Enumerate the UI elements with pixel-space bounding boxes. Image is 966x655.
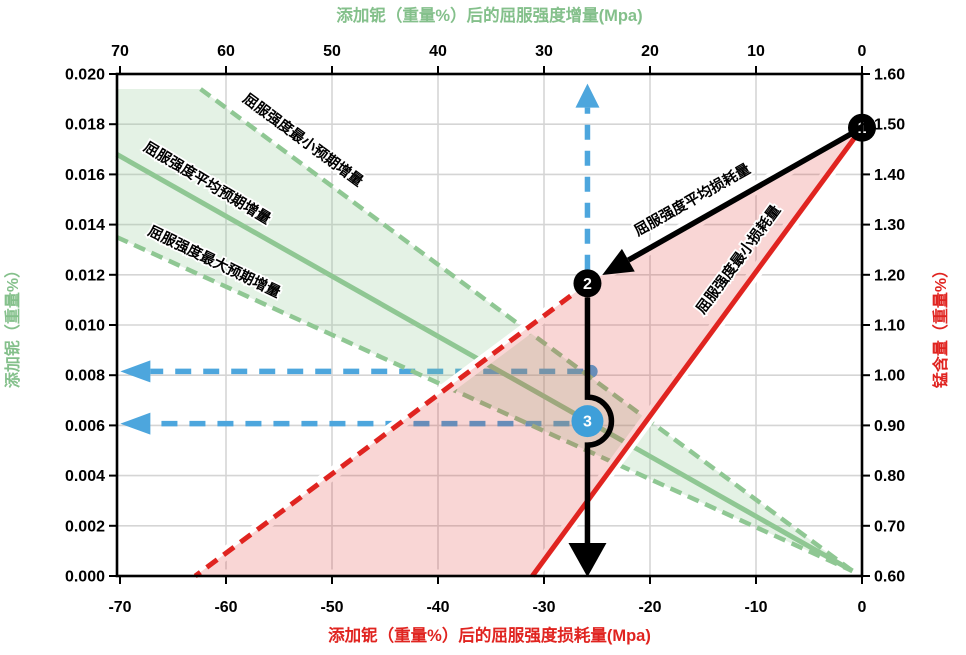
left-tick-label: 0.006 (65, 418, 105, 435)
left-tick-label: 0.004 (65, 468, 105, 485)
band-loss-band (195, 127, 862, 577)
arrowhead-icon (602, 248, 635, 275)
bottom-tick-label: -50 (320, 599, 343, 616)
arrow-1-to-2 (626, 125, 864, 263)
bottom-tick-label: 0 (858, 599, 867, 616)
right-tick-label: 1.30 (874, 217, 905, 234)
right-tick-label: 1.00 (874, 368, 905, 385)
bottom-tick-label: -20 (638, 599, 661, 616)
bottom-tick-label: -60 (214, 599, 237, 616)
top-tick-label: 0 (858, 43, 867, 60)
right-tick-label: 1.60 (874, 67, 905, 84)
left-axis-title: 添加铌（重量%） (3, 262, 22, 388)
series-max-expected-gain (115, 235, 854, 574)
left-arrowhead-icon (120, 412, 151, 435)
right-tick-label: 0.70 (874, 518, 905, 535)
left-tick-label: 0.012 (65, 267, 105, 284)
marker-point-label: 3 (583, 414, 592, 431)
left-tick-label: 0.008 (65, 368, 105, 385)
top-tick-label: 30 (535, 43, 553, 60)
bottom-tick-label: -70 (108, 599, 131, 616)
right-tick-label: 1.10 (874, 318, 905, 335)
top-tick-label: 70 (111, 43, 129, 60)
left-tick-label: 0.000 (65, 569, 105, 586)
bottom-axis-title: 添加铌（重量%）后的屈服强度损耗量(Mpa) (328, 625, 651, 645)
down-arrowhead-icon (568, 543, 607, 577)
bottom-tick-label: -10 (744, 599, 767, 616)
bottom-tick-label: -40 (426, 599, 449, 616)
left-tick-label: 0.020 (65, 67, 105, 84)
top-tick-label: 40 (429, 43, 447, 60)
top-tick-label: 50 (323, 43, 341, 60)
marker-point-2 (573, 269, 602, 298)
right-tick-label: 1.50 (874, 117, 905, 134)
right-axis-title: 锰含量（重量%） (931, 262, 950, 388)
left-arrowhead-icon (120, 360, 151, 383)
series-avg-loss (193, 281, 589, 579)
up-arrowhead-icon (575, 83, 600, 108)
left-tick-label: 0.014 (65, 217, 105, 234)
right-tick-label: 0.90 (874, 418, 905, 435)
band-expected-gain-band (116, 89, 853, 571)
left-tick-label: 0.010 (65, 318, 105, 335)
marker-point-3 (571, 405, 604, 438)
left-tick-label: 0.016 (65, 167, 105, 184)
top-tick-label: 60 (217, 43, 235, 60)
top-axis-title: 添加铌（重量%）后的屈服强度增量(Mpa) (336, 5, 642, 25)
top-tick-label: 10 (747, 43, 765, 60)
left-tick-label: 0.002 (65, 518, 105, 535)
right-tick-label: 1.20 (874, 267, 905, 284)
left-tick-label: 0.018 (65, 117, 105, 134)
marker-point-label: 2 (583, 276, 592, 293)
bottom-tick-label: -30 (532, 599, 555, 616)
arrow-2-down (584, 297, 615, 544)
right-tick-label: 0.60 (874, 569, 905, 586)
top-tick-label: 20 (641, 43, 659, 60)
right-tick-label: 0.80 (874, 468, 905, 485)
right-tick-label: 1.40 (874, 167, 905, 184)
